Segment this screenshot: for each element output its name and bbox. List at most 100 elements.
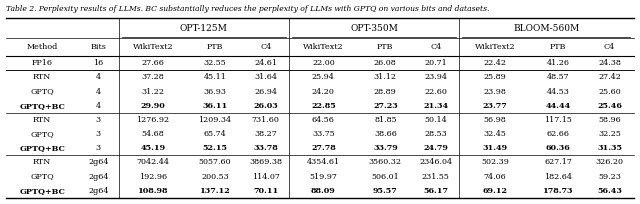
Text: 231.55: 231.55 — [422, 173, 450, 181]
Text: 31.35: 31.35 — [597, 144, 622, 152]
Text: PTB: PTB — [550, 43, 566, 51]
Text: 3869.38: 3869.38 — [249, 159, 282, 166]
Text: 59.23: 59.23 — [598, 173, 621, 181]
Text: 731.60: 731.60 — [252, 116, 280, 124]
Text: GPTQ: GPTQ — [30, 88, 54, 95]
Text: 88.09: 88.09 — [311, 187, 336, 195]
Text: 114.07: 114.07 — [252, 173, 280, 181]
Text: 52.15: 52.15 — [202, 144, 228, 152]
Text: 56.43: 56.43 — [597, 187, 622, 195]
Text: 70.11: 70.11 — [253, 187, 278, 195]
Text: 56.98: 56.98 — [484, 116, 506, 124]
Text: 4: 4 — [96, 73, 101, 81]
Text: 81.85: 81.85 — [374, 116, 397, 124]
Text: 95.57: 95.57 — [373, 187, 397, 195]
Text: 182.64: 182.64 — [544, 173, 572, 181]
Text: 21.34: 21.34 — [423, 102, 449, 110]
Text: 56.17: 56.17 — [424, 187, 449, 195]
Text: 7042.44: 7042.44 — [136, 159, 170, 166]
Text: 5057.60: 5057.60 — [199, 159, 231, 166]
Text: GPTQ: GPTQ — [30, 130, 54, 138]
Text: 2g64: 2g64 — [88, 159, 109, 166]
Text: WikiText2: WikiText2 — [132, 43, 173, 51]
Text: RTN: RTN — [33, 73, 51, 81]
Text: 25.60: 25.60 — [598, 88, 621, 95]
Text: 44.53: 44.53 — [547, 88, 570, 95]
Text: 45.19: 45.19 — [141, 144, 166, 152]
Text: C4: C4 — [604, 43, 615, 51]
Text: 23.77: 23.77 — [483, 102, 508, 110]
Text: 60.36: 60.36 — [546, 144, 570, 152]
Text: 506.01: 506.01 — [371, 173, 399, 181]
Text: 16: 16 — [93, 59, 104, 67]
Text: 22.60: 22.60 — [424, 88, 447, 95]
Text: 69.12: 69.12 — [483, 187, 508, 195]
Text: 36.11: 36.11 — [202, 102, 228, 110]
Text: 3560.32: 3560.32 — [369, 159, 402, 166]
Text: 26.08: 26.08 — [374, 59, 397, 67]
Text: 33.75: 33.75 — [312, 130, 335, 138]
Text: Table 2. Perplexity results of LLMs. BC substantially reduces the perplexity of : Table 2. Perplexity results of LLMs. BC … — [6, 5, 490, 13]
Text: 33.78: 33.78 — [253, 144, 278, 152]
Text: 44.44: 44.44 — [545, 102, 571, 110]
Text: 31.12: 31.12 — [374, 73, 397, 81]
Text: 2g64: 2g64 — [88, 173, 109, 181]
Text: 1276.92: 1276.92 — [136, 116, 170, 124]
Text: 31.64: 31.64 — [254, 73, 277, 81]
Text: 64.56: 64.56 — [312, 116, 335, 124]
Text: 22.42: 22.42 — [483, 59, 506, 67]
Text: RTN: RTN — [33, 159, 51, 166]
Text: FP16: FP16 — [32, 59, 52, 67]
Text: 27.78: 27.78 — [311, 144, 336, 152]
Text: 2346.04: 2346.04 — [419, 159, 452, 166]
Text: Method: Method — [27, 43, 58, 51]
Text: 33.79: 33.79 — [373, 144, 397, 152]
Text: 29.90: 29.90 — [141, 102, 166, 110]
Text: RTN: RTN — [33, 116, 51, 124]
Text: 32.55: 32.55 — [204, 59, 227, 67]
Text: PTB: PTB — [207, 43, 223, 51]
Text: 36.93: 36.93 — [204, 88, 227, 95]
Text: 37.28: 37.28 — [141, 73, 164, 81]
Text: 326.20: 326.20 — [596, 159, 623, 166]
Text: 519.97: 519.97 — [309, 173, 337, 181]
Text: 31.49: 31.49 — [483, 144, 508, 152]
Text: 23.98: 23.98 — [483, 88, 506, 95]
Text: 38.27: 38.27 — [254, 130, 277, 138]
Text: 3: 3 — [96, 116, 101, 124]
Text: 62.66: 62.66 — [547, 130, 570, 138]
Text: 20.71: 20.71 — [424, 59, 447, 67]
Text: 27.42: 27.42 — [598, 73, 621, 81]
Text: GPTQ+BC: GPTQ+BC — [19, 187, 65, 195]
Text: 25.46: 25.46 — [597, 102, 622, 110]
Text: 2g64: 2g64 — [88, 187, 109, 195]
Text: 28.89: 28.89 — [374, 88, 397, 95]
Text: 74.06: 74.06 — [484, 173, 506, 181]
Text: 192.96: 192.96 — [139, 173, 167, 181]
Text: 50.14: 50.14 — [424, 116, 447, 124]
Text: 22.85: 22.85 — [311, 102, 336, 110]
Text: 24.20: 24.20 — [312, 88, 335, 95]
Text: 27.66: 27.66 — [141, 59, 164, 67]
Text: 1209.34: 1209.34 — [198, 116, 232, 124]
Text: 65.74: 65.74 — [204, 130, 227, 138]
Text: C4: C4 — [260, 43, 271, 51]
Text: 38.66: 38.66 — [374, 130, 397, 138]
Text: 502.39: 502.39 — [481, 159, 509, 166]
Text: 4: 4 — [96, 102, 101, 110]
Text: 24.79: 24.79 — [424, 144, 449, 152]
Text: 25.94: 25.94 — [312, 73, 335, 81]
Text: 627.17: 627.17 — [544, 159, 572, 166]
Text: 178.73: 178.73 — [543, 187, 573, 195]
Text: GPTQ: GPTQ — [30, 173, 54, 181]
Text: OPT-125M: OPT-125M — [180, 24, 228, 33]
Text: 24.61: 24.61 — [254, 59, 277, 67]
Text: 54.68: 54.68 — [141, 130, 164, 138]
Text: 3: 3 — [96, 130, 101, 138]
Text: PTB: PTB — [377, 43, 394, 51]
Text: WikiText2: WikiText2 — [303, 43, 344, 51]
Text: 200.53: 200.53 — [201, 173, 229, 181]
Text: 3: 3 — [96, 144, 101, 152]
Text: 26.03: 26.03 — [253, 102, 278, 110]
Text: C4: C4 — [430, 43, 442, 51]
